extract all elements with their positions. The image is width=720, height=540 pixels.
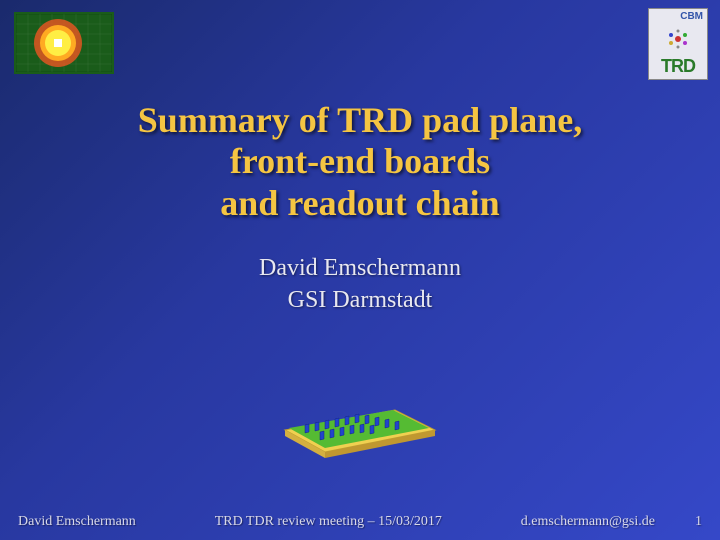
detector-board-image: [275, 360, 445, 460]
trd-label: TRD: [661, 56, 695, 77]
footer-author: David Emschermann: [18, 514, 136, 530]
institution-logo-right: CBM TRD: [648, 8, 708, 80]
footer-page-number: 1: [695, 514, 702, 530]
footer-meeting: TRD TDR review meeting – 15/03/2017: [136, 514, 521, 530]
slide-title: Summary of TRD pad plane, front-end boar…: [0, 100, 720, 224]
title-line-2: front-end boards: [0, 141, 720, 182]
cbm-label: CBM: [680, 11, 705, 22]
author-name: David Emschermann: [0, 252, 720, 284]
institution-logo-left: [14, 12, 114, 74]
author-block: David Emschermann GSI Darmstadt: [0, 252, 720, 317]
footer-email: d.emschermann@gsi.de: [521, 514, 655, 530]
author-affiliation: GSI Darmstadt: [0, 284, 720, 316]
title-line-3: and readout chain: [0, 183, 720, 224]
detector-dots-icon: [663, 27, 693, 51]
slide-footer: David Emschermann TRD TDR review meeting…: [0, 514, 720, 530]
heatmap-icon: [16, 14, 112, 72]
title-line-1: Summary of TRD pad plane,: [0, 100, 720, 141]
